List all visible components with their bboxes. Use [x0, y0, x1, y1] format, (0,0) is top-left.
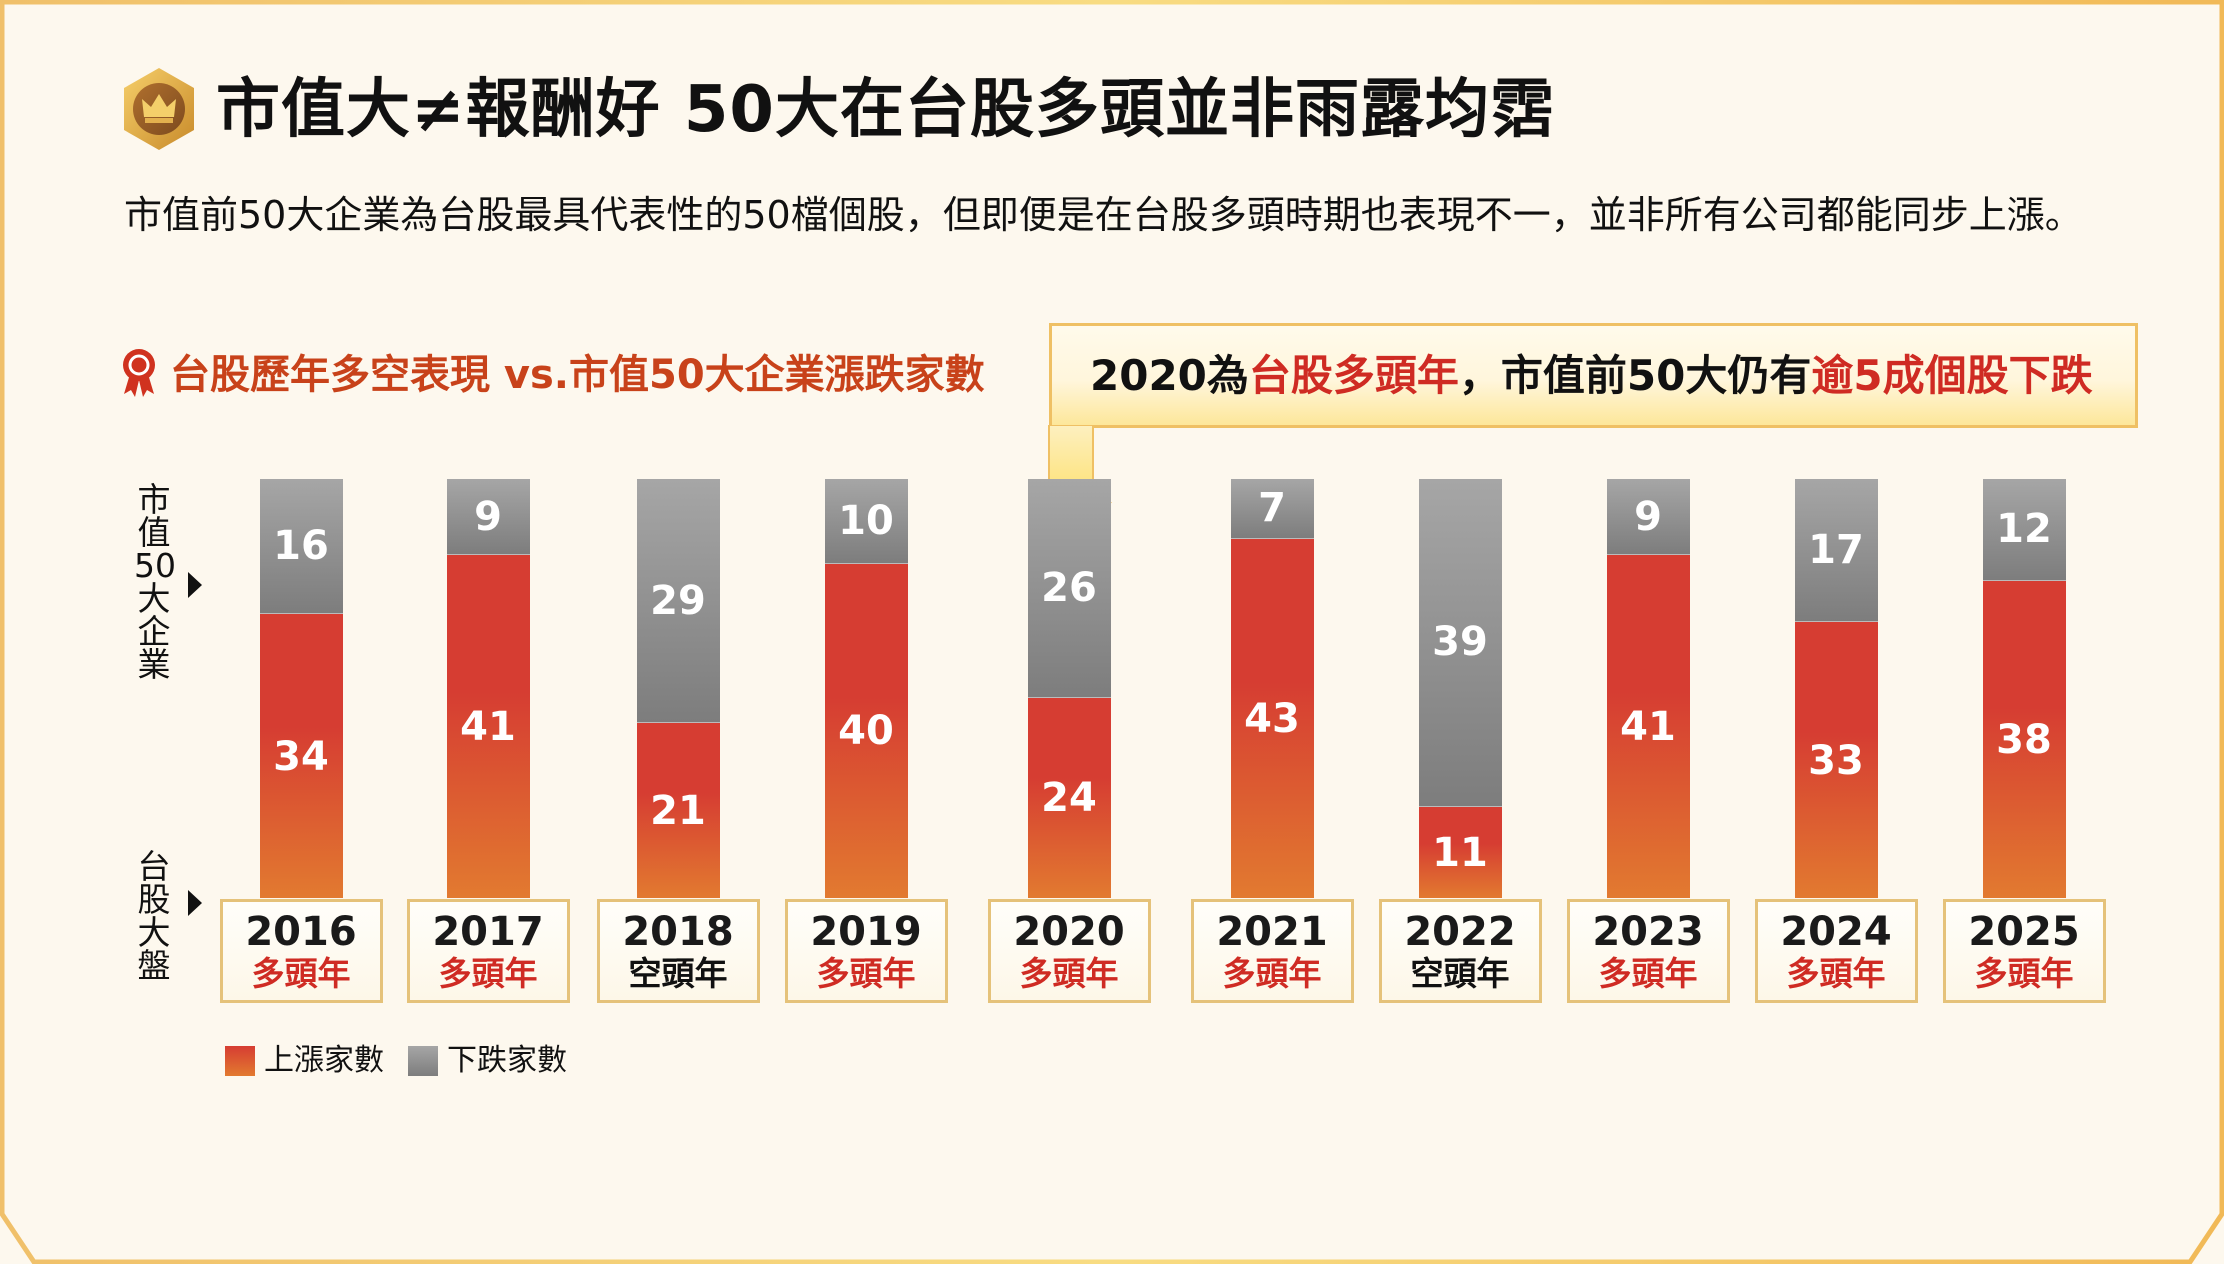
data-label-down: 39: [1432, 619, 1488, 666]
bar-up-2025: 38: [1982, 579, 2066, 898]
x-tick-label-2017: 2017 多頭年: [406, 899, 570, 1003]
bar-down-2021: 7: [1230, 479, 1314, 538]
bar-down-2024: 17: [1794, 479, 1878, 622]
x-tick-label-2020: 2020 多頭年: [987, 899, 1151, 1003]
year-label: 2017: [432, 909, 544, 955]
bar-up-2017: 41: [446, 554, 530, 898]
bar-up-2019: 40: [824, 562, 908, 898]
legend-label-up: 上漲家數: [264, 1043, 384, 1078]
annotation-highlight: 逾5成個股下跌: [1811, 351, 2093, 400]
x-tick-label-2019: 2019 多頭年: [784, 899, 948, 1003]
bar-down-2020: 26: [1027, 479, 1111, 697]
year-label: 2022: [1404, 909, 1516, 955]
year-label: 2025: [1968, 909, 2080, 955]
axis-label-char: 值: [137, 513, 171, 552]
axis-label-char: 市: [137, 480, 171, 519]
x-axis-label-market: 台股大盤: [134, 850, 174, 982]
axis-label-char: 盤: [137, 946, 171, 985]
x-tick-label-2024: 2024 多頭年: [1754, 899, 1918, 1003]
legend-label-down: 下跌家數: [447, 1043, 567, 1078]
axis-label-char: 50: [134, 546, 176, 585]
data-label-up: 43: [1244, 695, 1300, 742]
data-label-up: 40: [838, 708, 894, 755]
year-label: 2018: [622, 909, 734, 955]
data-label-down: 9: [474, 493, 502, 540]
data-label-down: 9: [1634, 493, 1662, 540]
axis-label-char: 大: [137, 913, 171, 952]
market-status-label: 多頭年: [1598, 954, 1698, 993]
data-label-up: 38: [1996, 716, 2052, 763]
year-label: 2021: [1216, 909, 1328, 955]
market-status-label: 多頭年: [1786, 954, 1886, 993]
axis-label-char: 大: [137, 579, 171, 618]
year-label: 2016: [245, 909, 357, 955]
bar-down-2019: 10: [824, 479, 908, 563]
x-tick-label-2022: 2022 空頭年: [1378, 899, 1542, 1003]
bar-down-2016: 16: [259, 479, 343, 614]
data-label-down: 12: [1996, 506, 2052, 553]
page-description: 市值前50大企業為台股最具代表性的50檔個股，但即便是在台股多頭時期也表現不一，…: [124, 193, 2083, 237]
bar-down-2017: 9: [446, 479, 530, 555]
market-status-label: 多頭年: [438, 954, 538, 993]
bar-down-2022: 39: [1418, 479, 1502, 806]
bar-up-2023: 41: [1606, 554, 1690, 898]
annotation-text: 2020為台股多頭年，市值前50大仍有逾5成個股下跌: [1090, 348, 2093, 404]
bar-up-2016: 34: [259, 613, 343, 898]
market-status-label: 多頭年: [816, 954, 916, 993]
data-label-down: 10: [838, 497, 894, 544]
data-label-up: 11: [1432, 829, 1488, 876]
annotation-segment: ，市值前50大仍有: [1458, 351, 1812, 400]
axis-label-char: 股: [137, 880, 171, 919]
pointer-triangle-icon: [188, 572, 202, 598]
x-tick-label-2023: 2023 多頭年: [1566, 899, 1730, 1003]
year-label: 2019: [810, 909, 922, 955]
x-tick-label-2021: 2021 多頭年: [1190, 899, 1354, 1003]
page-title: 市值大≠報酬好 50大在台股多頭並非雨露均霑: [216, 73, 1555, 147]
x-tick-label-2016: 2016 多頭年: [219, 899, 383, 1003]
bar-up-2020: 24: [1027, 696, 1111, 898]
annotation-callout: 2020為台股多頭年，市值前50大仍有逾5成個股下跌: [1049, 323, 2138, 428]
bar-down-2025: 12: [1982, 479, 2066, 580]
data-label-up: 41: [460, 704, 516, 751]
x-tick-label-2025: 2025 多頭年: [1942, 899, 2106, 1003]
bar-up-2024: 33: [1794, 621, 1878, 898]
year-label: 2020: [1013, 909, 1125, 955]
data-label-down: 7: [1258, 485, 1286, 532]
data-label-down: 26: [1041, 564, 1097, 611]
bar-up-2021: 43: [1230, 537, 1314, 898]
data-label-up: 33: [1808, 737, 1864, 784]
year-label: 2024: [1780, 909, 1892, 955]
bar-down-2023: 9: [1606, 479, 1690, 555]
market-status-label: 多頭年: [1019, 954, 1119, 993]
x-tick-label-2018: 2018 空頭年: [596, 899, 760, 1003]
axis-label-char: 企: [137, 612, 171, 651]
legend-swatch-down: [408, 1046, 438, 1076]
data-label-up: 34: [273, 733, 329, 780]
market-status-label: 多頭年: [1222, 954, 1322, 993]
market-status-label: 多頭年: [1974, 954, 2074, 993]
bar-up-2022: 11: [1418, 805, 1502, 898]
bar-up-2018: 21: [636, 722, 720, 898]
award-ribbon-icon: [123, 349, 155, 397]
legend-swatch-up: [225, 1046, 255, 1076]
data-label-up: 21: [650, 788, 706, 834]
data-label-down: 29: [650, 577, 706, 624]
y-axis-label-companies: 市值 50 大企業: [134, 480, 176, 684]
market-status-label: 多頭年: [251, 954, 351, 993]
data-label-up: 24: [1041, 775, 1097, 822]
data-label-up: 41: [1620, 704, 1676, 751]
data-label-down: 17: [1808, 527, 1864, 574]
chart-section-title: 台股歷年多空表現 vs.市值50大企業漲跌家數: [170, 352, 985, 398]
bar-down-2018: 29: [636, 479, 720, 723]
market-status-label: 空頭年: [1410, 954, 1510, 993]
data-label-down: 16: [273, 523, 329, 570]
pointer-triangle-icon: [188, 890, 202, 916]
crown-badge-icon: [124, 68, 194, 150]
axis-label-char: 業: [137, 645, 171, 684]
axis-label-char: 台: [137, 847, 171, 886]
annotation-segment: 2020為: [1090, 351, 1249, 400]
annotation-highlight: 台股多頭年: [1248, 351, 1459, 400]
year-label: 2023: [1592, 909, 1704, 955]
market-status-label: 空頭年: [628, 954, 728, 993]
